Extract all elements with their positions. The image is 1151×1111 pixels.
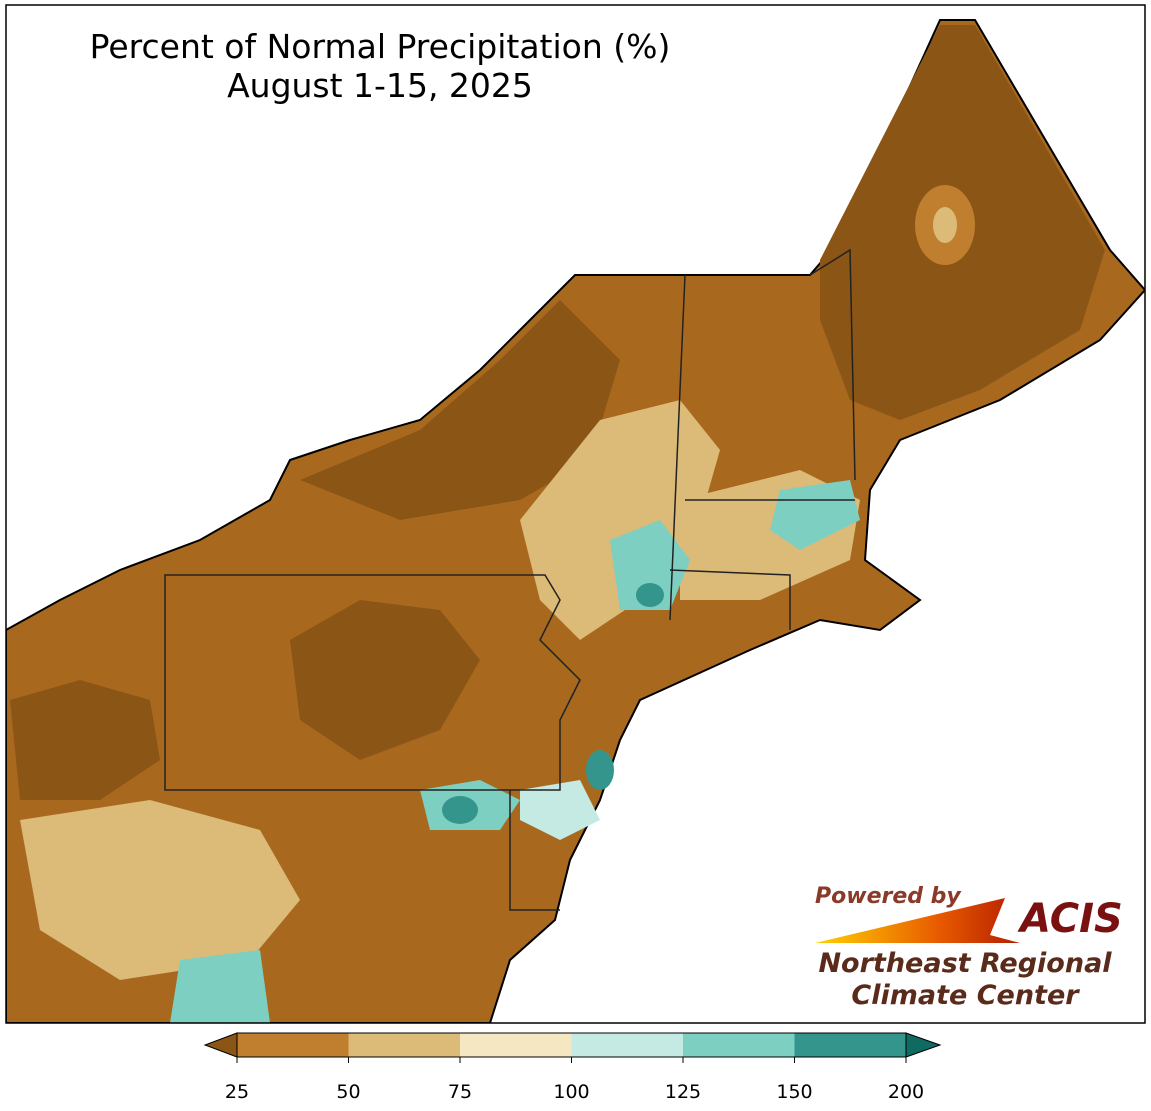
colorbar-segment [348, 1033, 460, 1057]
logo-flame [815, 898, 1020, 943]
colorbar-tick-label: 50 [336, 1081, 360, 1103]
dry-west [10, 680, 160, 800]
border [164, 574, 581, 791]
light-band [20, 800, 300, 980]
map-subtitle: August 1-15, 2025 [227, 66, 533, 105]
colorbar-segment [571, 1033, 683, 1057]
colorbar-segment [237, 1033, 349, 1057]
colorbar-tick-label: 150 [776, 1081, 812, 1103]
colorbar-segment [460, 1033, 572, 1057]
border [669, 274, 686, 621]
colorbar: 25 50 75 100 125 150 200 [203, 1032, 942, 1103]
logo: Powered by ACIS Northeast Regional Clima… [815, 884, 1123, 1011]
wet-patch [170, 950, 270, 1023]
wet-patch [610, 520, 690, 610]
colorbar-extend [905, 1032, 942, 1058]
colorbar-extend [203, 1032, 238, 1058]
colorbar-tick-label: 200 [888, 1081, 924, 1103]
map-frame [5, 4, 1146, 1024]
logo-powered: Powered by [815, 884, 962, 909]
border [509, 790, 560, 911]
colorbar-segment [683, 1033, 795, 1057]
wet-patch [770, 480, 860, 550]
state-borders [164, 248, 856, 911]
patch [933, 207, 957, 243]
border [809, 248, 856, 481]
light-band [520, 400, 720, 640]
colorbar-tick-label: 75 [448, 1081, 472, 1103]
logo-line: Climate Center [851, 980, 1080, 1011]
map-area [6, 19, 1145, 1023]
logo-line: Northeast Regional [818, 948, 1112, 979]
border [669, 569, 791, 630]
dry-ny [300, 300, 620, 520]
colorbar-tick-label: 25 [225, 1081, 249, 1103]
colorbar-tick-label: 125 [665, 1081, 701, 1103]
wet-patch [442, 796, 478, 824]
dry-pa [290, 600, 480, 760]
colorbar-segment [794, 1033, 906, 1057]
map-title: Percent of Normal Precipitation (%) [90, 27, 671, 66]
logo-brand: ACIS [1017, 896, 1123, 942]
colorbar-tick-label: 100 [553, 1081, 589, 1103]
wet-patch [520, 780, 600, 840]
wet-patch [636, 583, 664, 607]
wet-patch [586, 750, 614, 790]
